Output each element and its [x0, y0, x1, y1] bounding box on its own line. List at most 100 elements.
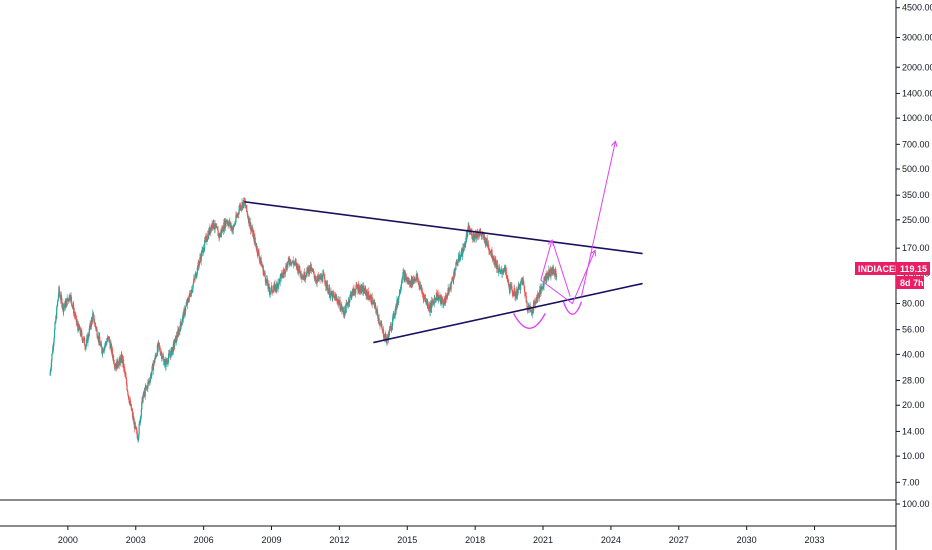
candle [288, 255, 290, 266]
candle [488, 245, 490, 255]
candle [124, 368, 126, 377]
candle [421, 287, 424, 298]
countdown-badge-bg [896, 276, 924, 289]
candle [419, 280, 421, 292]
candle [217, 228, 219, 231]
candle [427, 301, 429, 312]
candle [452, 279, 454, 285]
candle [371, 292, 373, 309]
candle [433, 295, 435, 308]
last-price-badge[interactable]: INDIACEM 119.15 8d 7h [855, 262, 930, 289]
candle [107, 336, 109, 340]
projection-path[interactable] [540, 239, 553, 281]
candle [442, 299, 444, 308]
candle [487, 240, 490, 251]
upper-trendline[interactable] [244, 200, 643, 255]
candle [63, 305, 66, 311]
candle [117, 356, 119, 369]
cup-arc[interactable] [562, 301, 583, 315]
candle [267, 275, 269, 287]
cup-arc[interactable] [512, 312, 546, 329]
candle [531, 309, 533, 315]
candle [232, 224, 234, 235]
candle [444, 296, 446, 305]
candle [206, 237, 208, 246]
candle [287, 261, 289, 269]
candle [438, 295, 440, 299]
candle [147, 379, 149, 392]
trendline-layer [244, 200, 643, 344]
candle [364, 285, 366, 296]
projection-path[interactable] [551, 239, 571, 297]
x-tick-label: 2012 [329, 535, 349, 545]
candle [192, 283, 194, 294]
lower-trendline[interactable] [373, 282, 643, 344]
candle [159, 345, 161, 353]
candle [363, 285, 365, 293]
candle [270, 286, 272, 296]
candle [465, 230, 467, 244]
candle [210, 224, 212, 233]
candle [119, 354, 121, 360]
candle [421, 284, 423, 295]
candle [154, 353, 156, 361]
candle [122, 356, 125, 373]
candle [300, 270, 302, 280]
candle [226, 220, 228, 227]
candle [248, 217, 250, 229]
candle [132, 412, 135, 425]
candle [78, 323, 80, 329]
candle [177, 325, 179, 338]
candle [242, 202, 244, 211]
candle [383, 334, 385, 341]
candle [144, 384, 146, 401]
candle [202, 244, 204, 256]
candle [252, 231, 254, 240]
candle [545, 270, 547, 283]
candle [322, 270, 324, 282]
candle [155, 352, 158, 358]
candle [168, 349, 171, 356]
candle [471, 228, 473, 240]
candle [356, 282, 358, 289]
candle [181, 315, 184, 326]
candle [437, 294, 440, 304]
x-tick-label: 2006 [194, 535, 214, 545]
candle [361, 284, 363, 293]
candle [196, 273, 198, 280]
candle [203, 247, 205, 253]
candle [324, 277, 326, 286]
candle [424, 294, 427, 303]
candle [151, 365, 153, 376]
candle [278, 277, 280, 290]
x-tick-label: 2003 [126, 535, 146, 545]
candle [127, 390, 129, 397]
candle [224, 218, 227, 231]
lower-pane-tick-label: 100.00 [902, 499, 930, 509]
candle [222, 225, 224, 232]
candle [513, 285, 516, 291]
candle [556, 274, 558, 281]
candle [236, 213, 238, 218]
candle [198, 260, 200, 267]
candle [398, 295, 400, 306]
candle [178, 325, 180, 337]
candle [276, 279, 278, 285]
candle [464, 237, 467, 249]
candle [88, 325, 90, 338]
candle [125, 371, 127, 378]
candle [80, 327, 82, 338]
candle [455, 262, 457, 271]
candle [340, 302, 342, 312]
candle [519, 283, 521, 290]
candle [345, 299, 347, 313]
candle [431, 296, 433, 314]
candle [84, 341, 86, 351]
candle [509, 282, 511, 294]
projection-path[interactable] [581, 141, 616, 297]
candle [176, 331, 178, 341]
candle [285, 262, 287, 271]
time-axis[interactable]: 2000 2003 2006 2009 2012 2015 2018 2021 2024 2027… [58, 526, 825, 545]
candle [283, 267, 285, 279]
